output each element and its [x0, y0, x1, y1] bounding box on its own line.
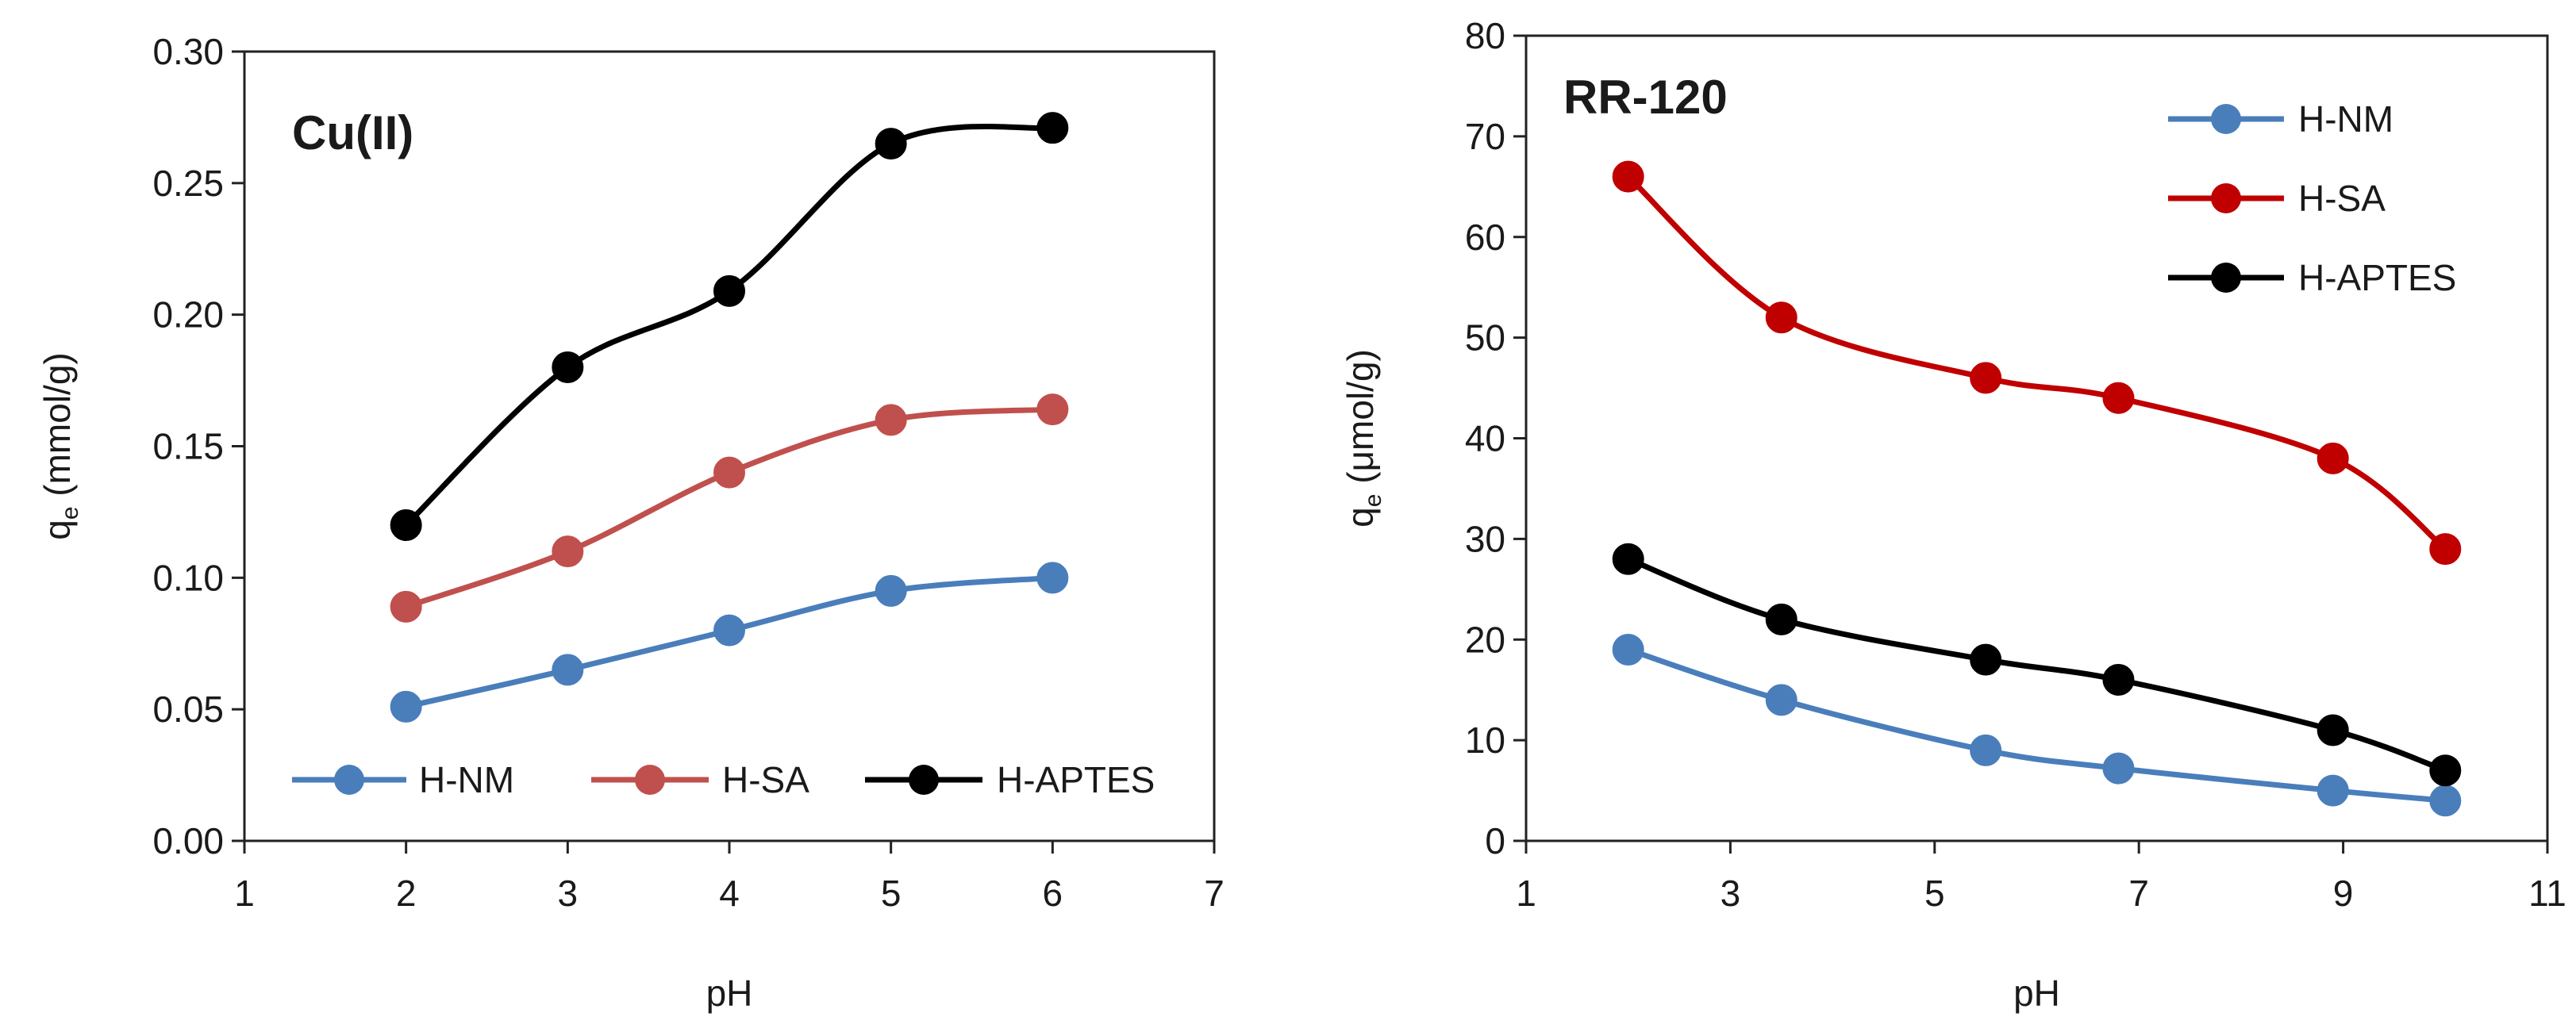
- series-line: [405, 406, 1053, 610]
- y-tick-label: 30: [1465, 518, 1505, 559]
- x-tick-label: 5: [1924, 873, 1945, 914]
- y-tick-label: 20: [1465, 619, 1505, 660]
- legend-label: H-NM: [419, 759, 514, 800]
- series-h-nm: [390, 562, 1069, 723]
- legend-label: H-SA: [722, 759, 809, 800]
- x-tick-label: 11: [2528, 873, 2566, 914]
- y-axis-title: qe (mmol/g): [37, 352, 83, 540]
- panel-label: Cu(II): [292, 106, 413, 159]
- data-point: [1970, 734, 2002, 766]
- y-tick-label: 0.15: [152, 426, 224, 467]
- data-point: [2102, 664, 2135, 696]
- data-point: [1970, 362, 2002, 394]
- y-tick-label: 0.20: [152, 294, 224, 336]
- x-tick-label: 2: [396, 873, 417, 914]
- legend-label: H-SA: [2298, 178, 2386, 219]
- y-tick-label: 70: [1465, 116, 1505, 157]
- y-tick-label: 0: [1485, 820, 1505, 861]
- data-point: [1036, 112, 1069, 144]
- y-tick-label: 0.25: [152, 163, 224, 204]
- data-point: [1036, 393, 1069, 426]
- series-h-nm: [1612, 633, 2462, 817]
- x-tick-label: 3: [1721, 873, 1741, 914]
- series-h-sa: [390, 393, 1069, 623]
- legend-marker: [2211, 263, 2241, 293]
- data-point: [552, 654, 584, 686]
- data-point: [2102, 752, 2135, 785]
- series-h-sa: [1612, 160, 2462, 566]
- data-point: [2102, 382, 2135, 414]
- data-point: [390, 509, 422, 541]
- legend-marker: [909, 765, 939, 795]
- y-tick-label: 40: [1465, 418, 1505, 459]
- series-h-aptes: [390, 112, 1069, 541]
- legend: H-NM H-SA H-APTES: [292, 759, 1155, 800]
- x-axis-title: pH: [706, 973, 753, 1014]
- data-point: [713, 274, 745, 307]
- legend: H-NM H-SA H-APTES: [2168, 98, 2456, 298]
- x-tick-label: 4: [719, 873, 740, 914]
- data-point: [1970, 643, 2002, 676]
- series-line: [1626, 175, 2447, 551]
- data-point: [2429, 533, 2462, 566]
- data-point: [2316, 714, 2349, 746]
- legend-label: H-APTES: [997, 759, 1155, 800]
- legend-label: H-APTES: [2298, 257, 2456, 298]
- data-point: [2316, 442, 2349, 474]
- data-point: [2316, 774, 2349, 807]
- data-point: [552, 535, 584, 568]
- series-h-aptes: [1612, 543, 2462, 787]
- data-point: [713, 456, 745, 489]
- data-point: [713, 614, 745, 647]
- y-tick-label: 80: [1465, 15, 1505, 56]
- x-tick-label: 7: [1204, 873, 1225, 914]
- data-point: [875, 128, 907, 160]
- data-point: [390, 590, 422, 623]
- x-tick-label: 1: [234, 873, 255, 914]
- x-tick-label: 5: [881, 873, 902, 914]
- data-point: [2429, 754, 2462, 787]
- legend-marker: [635, 765, 665, 795]
- x-tick-label: 6: [1043, 873, 1063, 914]
- data-point: [875, 574, 907, 607]
- legend-marker: [2211, 183, 2241, 213]
- y-tick-label: 60: [1465, 217, 1505, 258]
- legend-label: H-NM: [2298, 98, 2393, 140]
- y-axis-title: qe (μmol/g): [1340, 349, 1386, 528]
- data-point: [2429, 785, 2462, 817]
- legend-marker: [334, 765, 364, 795]
- y-tick-label: 50: [1465, 317, 1505, 359]
- y-tick-label: 0.05: [152, 689, 224, 730]
- legend-marker: [2211, 104, 2241, 134]
- x-tick-label: 7: [2128, 873, 2149, 914]
- y-tick-label: 0.30: [152, 31, 224, 72]
- data-point: [1765, 603, 1797, 635]
- x-tick-label: 1: [1516, 873, 1536, 914]
- x-tick-label: 3: [558, 873, 579, 914]
- plot-frame: [1524, 34, 2549, 842]
- data-point: [1612, 543, 1644, 575]
- y-tick-label: 0.10: [152, 557, 224, 598]
- data-point: [1765, 301, 1797, 334]
- data-point: [1612, 633, 1644, 666]
- data-point: [1765, 684, 1797, 716]
- data-point: [1036, 562, 1069, 594]
- data-point: [875, 404, 907, 436]
- data-point: [390, 690, 422, 723]
- x-tick-label: 9: [2333, 873, 2354, 914]
- y-tick-label: 10: [1465, 719, 1505, 761]
- data-point: [1612, 160, 1644, 193]
- panel-label: RR-120: [1563, 71, 1728, 124]
- plot-frame: [243, 50, 1216, 842]
- x-axis-title: pH: [2013, 973, 2060, 1014]
- chart-panel-2: 0 10 20 30 40 50 60 70 80 1 3 5 7 9 11 pH qe (μmol/g) RR-…: [1340, 15, 2566, 1014]
- data-point: [552, 351, 584, 383]
- y-tick-label: 0.00: [152, 820, 224, 861]
- chart-panel-1: 0.00 0.05 0.10 0.15 0.20 0.25 0.30 1 2 3 4 5 6 7 pH qe …: [37, 31, 1225, 1014]
